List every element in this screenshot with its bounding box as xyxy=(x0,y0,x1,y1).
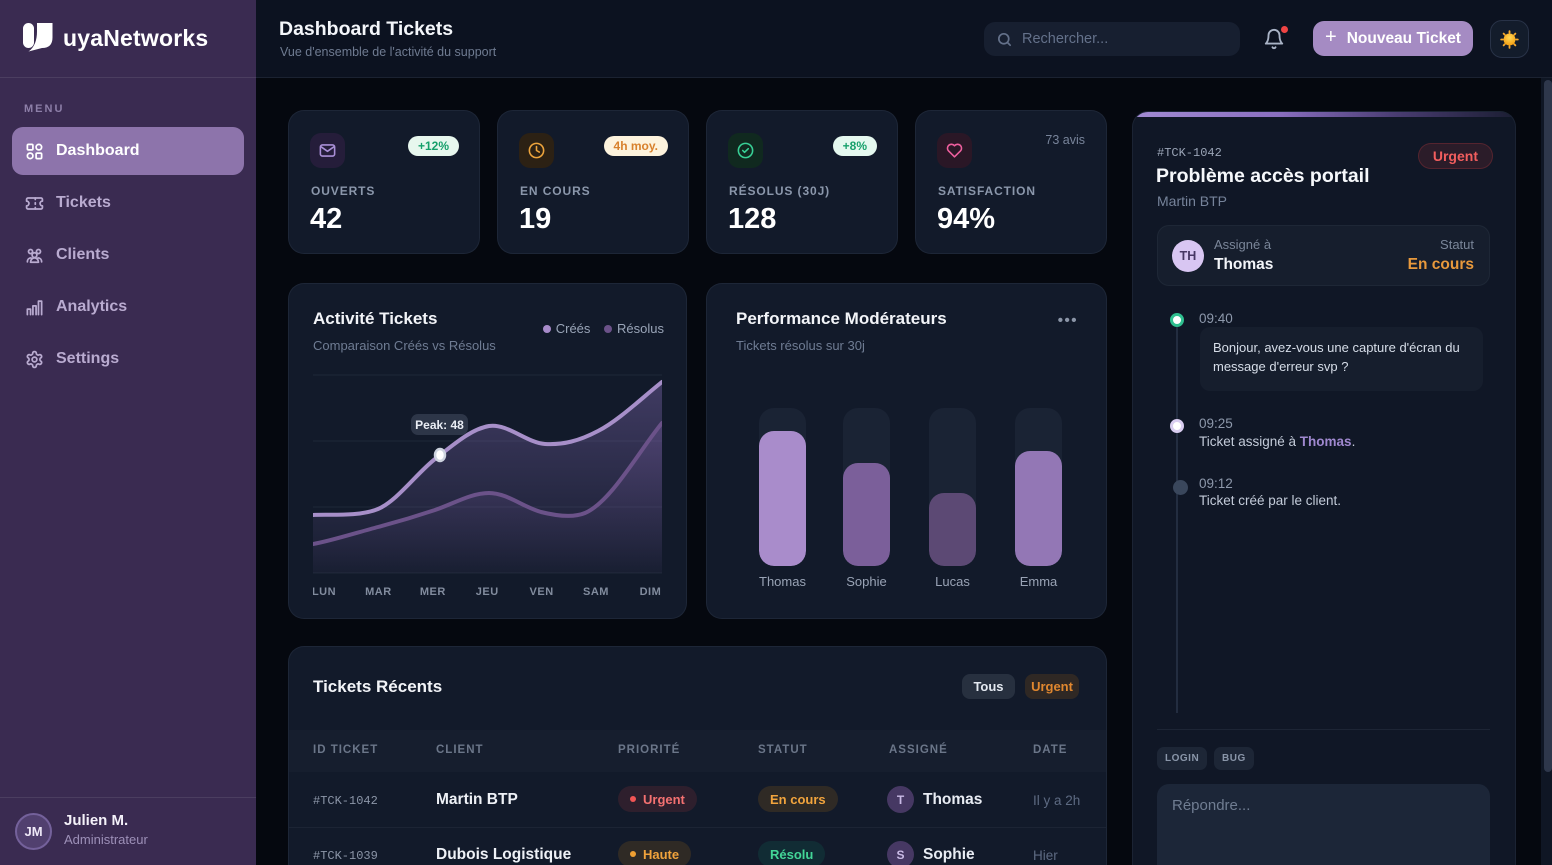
svg-text:SAM: SAM xyxy=(583,586,609,598)
svg-text:LUN: LUN xyxy=(313,586,336,598)
svg-text:MAR: MAR xyxy=(365,586,392,598)
svg-text:DIM: DIM xyxy=(640,586,662,598)
svg-text:VEN: VEN xyxy=(530,586,554,598)
svg-text:MER: MER xyxy=(420,586,446,598)
svg-text:JEU: JEU xyxy=(476,586,499,598)
